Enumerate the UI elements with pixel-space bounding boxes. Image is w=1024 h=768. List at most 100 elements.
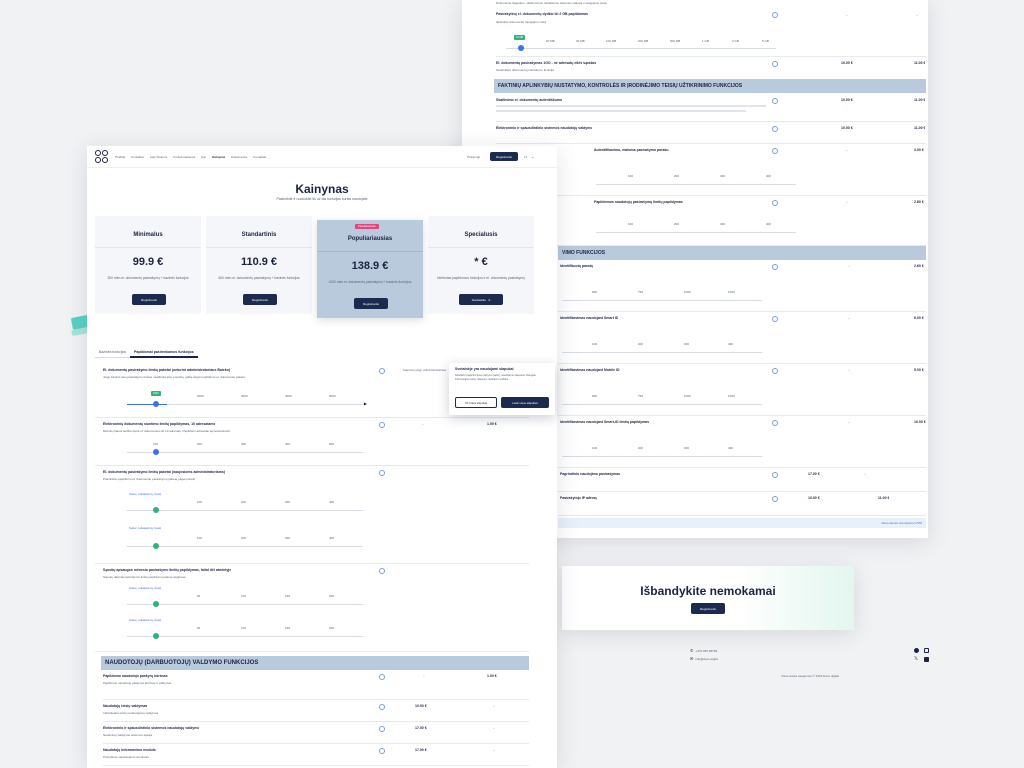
logo[interactable] [95,150,108,163]
plan-register-button[interactable]: Registruotis [243,294,277,305]
info-icon[interactable] [772,98,778,104]
info-icon[interactable] [772,420,778,426]
info-icon[interactable] [772,148,778,154]
control-title: Autentifikavimo, matoma pasirašymo paraš… [594,148,669,152]
slider-knob[interactable] [153,633,159,639]
identity-slider[interactable]: 500 750 1000 1250 [562,286,762,306]
nav-item[interactable]: Pradžia [115,155,126,159]
tab-additional[interactable]: Papildomai pasirenkamos funkcijos [130,348,198,358]
cta-register-button[interactable]: Registruotis [691,603,725,614]
plan-price: 138.9 € [351,260,389,272]
user-price-b: 1.00 € [487,674,497,678]
nav-item[interactable]: Apie Sistemą [149,155,168,159]
info-icon[interactable] [379,470,385,476]
plan-desc: 300 mėn.el. dokumentų pasirašymų + bazin… [107,276,189,280]
slider-knob[interactable] [153,543,159,549]
control-slider[interactable]: 100 200 300 400 [596,218,796,238]
tab-basic[interactable]: Bazinės funkcijos [95,348,131,358]
info-icon[interactable] [772,126,778,132]
slider-knob[interactable] [153,449,159,455]
info-icon[interactable] [772,368,778,374]
info-icon[interactable] [379,368,385,374]
nav-item[interactable]: Kontaktai [131,155,144,159]
info-icon[interactable] [772,200,778,206]
slider-knob[interactable] [518,45,524,51]
tick-label: 200 [241,500,247,504]
tick-label: 200 [674,222,680,226]
nav-item[interactable]: Įėjo [201,155,207,159]
sign-row: El. dokumentų pasirašymas 1GO - ne adres… [496,56,926,76]
x-icon[interactable]: 𝕏 [914,656,919,662]
accept-all-cookies-button[interactable]: Leisti visus slapukus [501,397,549,408]
control-price-b: 3.00 € [914,148,924,152]
tick-label: 50 [197,594,201,598]
plan-contact-button[interactable]: Susisiekite ➔ [459,294,503,305]
tick-label: 400 [285,442,291,446]
tick-label: 200 MB [638,39,649,43]
user-desc: Naudotojų valdymas sistemos sąsaja [103,733,153,737]
instagram-icon[interactable] [924,648,929,653]
identity-slider[interactable]: 100 200 300 400 [562,442,762,462]
info-icon[interactable] [379,674,385,680]
tick-label: 20 MB [546,39,555,43]
nav-item-active[interactable]: Kainynas [212,155,226,159]
slider-knob[interactable] [153,507,159,513]
identity-price-a: – [848,420,850,424]
tick-label: 200 [674,174,680,178]
facebook-icon[interactable] [914,648,919,653]
identity-slider[interactable]: 100 200 300 400 [562,338,762,358]
info-icon[interactable] [772,61,778,67]
tick-label: 500 [329,442,335,446]
identity-slider[interactable]: 500 750 1000 1250 [562,390,762,410]
slider-knob[interactable] [153,601,159,607]
storage-title: Pasirašytinų el. dokumentų dydžio iki 2 … [496,12,588,16]
footer-phone[interactable]: ✆ +370 655 68799 [690,648,717,653]
linkedin-icon[interactable] [924,657,929,662]
feature-slider[interactable]: 50 100 150 200 [123,590,363,612]
user-row: Elektroninio ir spausdintinio sistemos n… [103,722,529,744]
slider-badge: 10 MB [514,35,526,40]
control-price-a: 10.00 € [841,98,853,102]
info-icon[interactable] [379,704,385,710]
info-icon[interactable] [379,568,385,574]
vat-note-link[interactable]: Visus kainas nurodyta be PVM [881,521,922,525]
control-desc-line [496,105,766,107]
info-icon[interactable] [772,316,778,322]
feature-title: El. dokumentų pasirašymo limitų paketai … [103,470,225,474]
feature-slider[interactable]: 100 200 300 400 [123,532,363,554]
storage-slider[interactable]: 10 MB 20 MB 30 MB 100 MB 200 MB 500 MB 1… [506,34,776,56]
info-icon[interactable] [379,726,385,732]
nav-item[interactable]: Funkcionalumas [173,155,196,159]
identity-price-b: 10.00 € [914,420,926,424]
feature-slider[interactable]: 50 100 150 200 [123,622,363,644]
nav-item[interactable]: Kontaktai [253,155,266,159]
tick-label: 1 GB [702,39,709,43]
plan-register-button[interactable]: Registruotis [354,298,388,309]
info-icon[interactable] [379,422,385,428]
section-control-header: FAKTINIŲ APLINKYBIŲ NUSTATYMO, KONTROLĖS… [494,79,926,93]
chevron-down-icon[interactable]: ⌄ [531,154,535,159]
info-icon[interactable] [772,264,778,270]
register-button[interactable]: Registruotis [490,152,518,161]
footer-email[interactable]: ✉ info@doco.digital [690,656,718,661]
plan-register-button[interactable]: Registruotis [132,294,166,305]
plan-desc: 1000 mėn.el. dokumentų pasirašymų + bazi… [328,280,412,284]
feature-desc: Pasirinkite papildomų el. dokumentų pasi… [103,477,196,481]
necessary-cookies-button[interactable]: Tik būtini slapukai [455,397,497,408]
info-icon[interactable] [772,472,778,478]
language-select[interactable]: LT [524,155,528,159]
feature-slider[interactable]: 100 200 300 400 [123,496,363,518]
tick-label: 2000 [197,394,204,398]
nav-item[interactable]: Dokumentai [231,155,248,159]
control-slider[interactable]: 100 200 300 400 [596,170,796,190]
info-icon[interactable] [772,12,778,18]
feature-slider[interactable]: 100 200 300 400 500 [123,438,363,460]
feature-slider[interactable]: 1000 2000 3000 4000 5000 ▶ [123,390,367,412]
info-icon[interactable] [772,496,778,502]
plan-divider [206,247,312,248]
plan-divider [428,247,534,248]
login-link[interactable]: Prisijungti [467,155,481,159]
sign-price-a: 10.00 € [841,61,853,65]
info-icon[interactable] [379,748,385,754]
slider-knob[interactable] [153,401,159,407]
